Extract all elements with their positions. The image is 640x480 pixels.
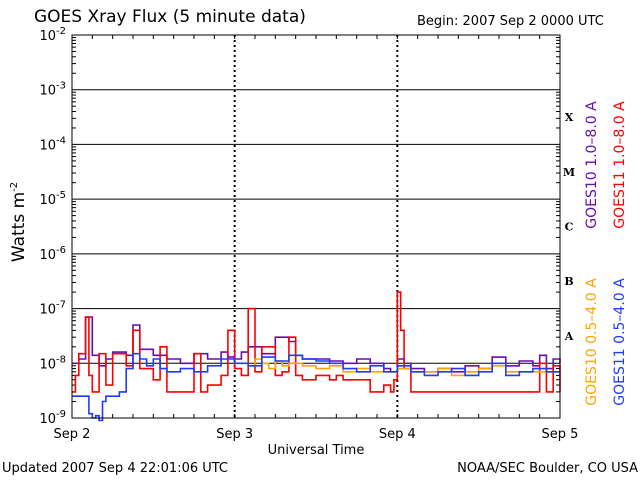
x-axis-label: Universal Time	[268, 443, 365, 458]
y-tick-mantissa: 10	[39, 303, 56, 318]
x-tick-label: Sep 2	[54, 427, 91, 442]
legend-entry: GOES11 0.5–4.0 A	[612, 278, 628, 406]
y-tick-mantissa: 10	[39, 84, 56, 99]
y-tick-exponent: -8	[56, 354, 66, 365]
updated-label: Updated 2007 Sep 4 22:01:06 UTC	[2, 461, 228, 476]
y-tick-label: 10-8	[39, 354, 66, 372]
y-tick-label: 10-5	[39, 190, 66, 208]
y-tick-mantissa: 10	[39, 248, 56, 263]
y-tick-mantissa: 10	[39, 138, 56, 153]
y-tick-exponent: -4	[56, 135, 66, 146]
y-axis-label-exp: -2	[9, 182, 20, 192]
y-tick-exponent: -9	[56, 409, 66, 420]
y-tick-label: 10-9	[39, 409, 66, 427]
y-tick-exponent: -5	[56, 190, 66, 201]
y-tick-label: 10-7	[39, 300, 66, 318]
y-tick-exponent: -3	[56, 81, 66, 92]
y-tick-exponent: -7	[56, 300, 66, 311]
legend-entry: GOES10 1.0–8.0 A	[584, 101, 600, 229]
flare-class-label: A	[564, 330, 574, 343]
y-tick-exponent: -6	[56, 245, 66, 256]
y-tick-mantissa: 10	[39, 357, 56, 372]
x-tick-label: Sep 4	[379, 427, 416, 442]
series-lines	[72, 291, 561, 422]
y-axis-label-text: Watts m	[9, 192, 29, 262]
y-tick-exponent: -2	[56, 26, 66, 37]
plot-frame	[71, 34, 561, 419]
series-line-goes11-0-5-4-0-a	[72, 352, 560, 422]
credit-label: NOAA/SEC Boulder, CO USA	[457, 461, 638, 476]
legend: GOES10 1.0–8.0 A GOES11 1.0–8.0 A GOES10 0…	[584, 101, 628, 406]
y-tick-label: 10-4	[39, 135, 66, 153]
y-tick-mantissa: 10	[39, 29, 56, 44]
y-tick-mantissa: 10	[39, 412, 56, 427]
chart-title: GOES Xray Flux (5 minute data)	[34, 7, 306, 27]
y-tick-label: 10-6	[39, 245, 66, 263]
flare-class-label: C	[565, 221, 574, 234]
y-axis-label: Watts m-2	[9, 182, 29, 262]
flare-class-label: M	[563, 166, 575, 179]
x-tick-label: Sep 3	[216, 427, 253, 442]
series-line-goes11-1-0-8-0-a	[72, 291, 561, 393]
flare-class-label: B	[564, 275, 573, 288]
legend-entry: GOES11 1.0–8.0 A	[612, 101, 628, 229]
y-tick-label: 10-3	[39, 81, 66, 99]
begin-label: Begin: 2007 Sep 2 0000 UTC	[417, 14, 604, 29]
y-tick-label: 10-2	[39, 26, 66, 44]
flare-class-label: X	[565, 111, 574, 124]
y-tick-mantissa: 10	[39, 193, 56, 208]
legend-entry: GOES10 0.5–4.0 A	[584, 278, 600, 406]
x-tick-label: Sep 5	[542, 427, 579, 442]
